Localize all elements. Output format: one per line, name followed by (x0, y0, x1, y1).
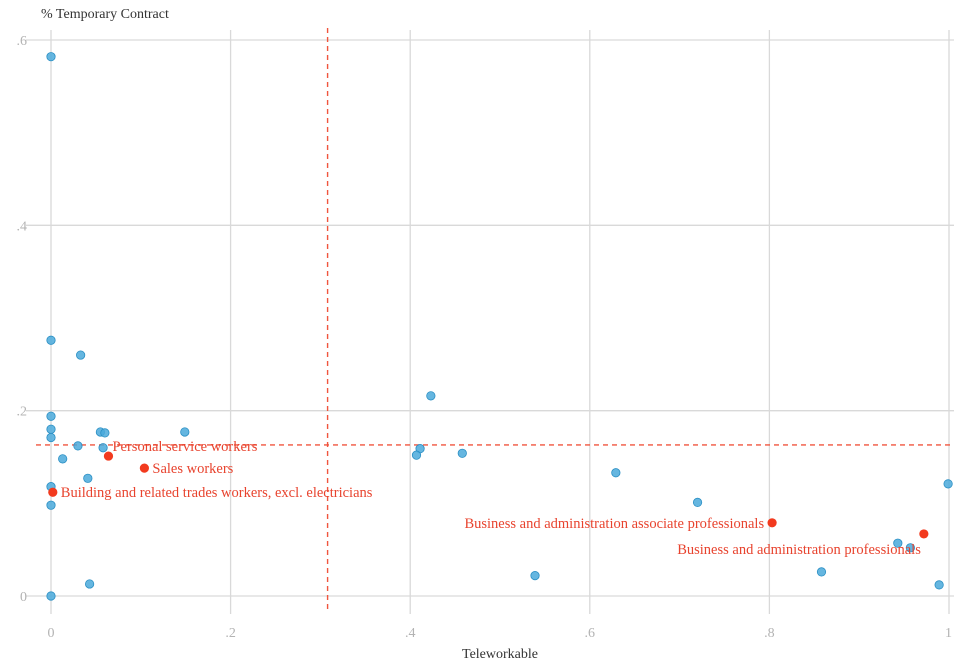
x-tick-label: .4 (405, 626, 416, 641)
point-label: Sales workers (152, 461, 233, 477)
highlighted-point (767, 518, 777, 528)
highlighted-points (48, 451, 929, 539)
data-point (180, 427, 190, 437)
data-point (58, 454, 68, 464)
y-tick-label: .2 (17, 405, 28, 420)
data-point (46, 500, 56, 510)
data-point (426, 391, 436, 401)
data-point (530, 571, 540, 581)
data-point (73, 441, 83, 451)
data-point (816, 567, 827, 577)
data-point (905, 543, 915, 553)
gridlines (26, 30, 954, 614)
data-point (46, 432, 56, 443)
data-point (457, 448, 467, 458)
tick-labels: 0 .2 .4 .6 .8 1 0 .2 .4 .6 (17, 34, 953, 641)
data-point (98, 443, 108, 453)
highlighted-point (103, 451, 114, 461)
data-points (46, 52, 953, 601)
reference-lines (36, 28, 954, 612)
y-tick-label: .6 (17, 34, 28, 49)
x-tick-label: .2 (225, 626, 236, 641)
data-point (46, 591, 56, 601)
data-point (85, 579, 95, 589)
data-point (46, 335, 56, 345)
y-tick-label: 0 (20, 590, 27, 605)
data-point (46, 424, 56, 434)
point-label: Business and administration professional… (677, 542, 921, 558)
data-point (100, 428, 110, 438)
data-point (611, 468, 621, 478)
data-point (46, 411, 56, 421)
data-point (692, 497, 703, 508)
data-point (411, 450, 422, 460)
highlighted-point (919, 529, 929, 539)
point-label: Business and administration associate pr… (464, 516, 764, 532)
data-point (934, 580, 944, 590)
data-point (943, 479, 953, 489)
point-label: Building and related trades workers, exc… (61, 485, 373, 501)
x-tick-label: .8 (764, 626, 775, 641)
x-tick-label: .6 (585, 626, 596, 641)
x-axis-title: Teleworkable (462, 647, 538, 662)
x-tick-label: 1 (945, 626, 952, 641)
data-point (893, 538, 903, 548)
data-point (46, 52, 56, 62)
point-labels: Personal service workers Sales workers Bui… (61, 439, 921, 558)
y-axis-title: % Temporary Contract (41, 7, 169, 22)
data-point (76, 350, 86, 360)
highlighted-point (139, 463, 149, 473)
point-label: Personal service workers (112, 439, 257, 455)
y-tick-label: .4 (17, 219, 28, 234)
highlighted-point (48, 487, 58, 497)
data-point (83, 473, 93, 483)
x-tick-label: 0 (48, 626, 55, 641)
